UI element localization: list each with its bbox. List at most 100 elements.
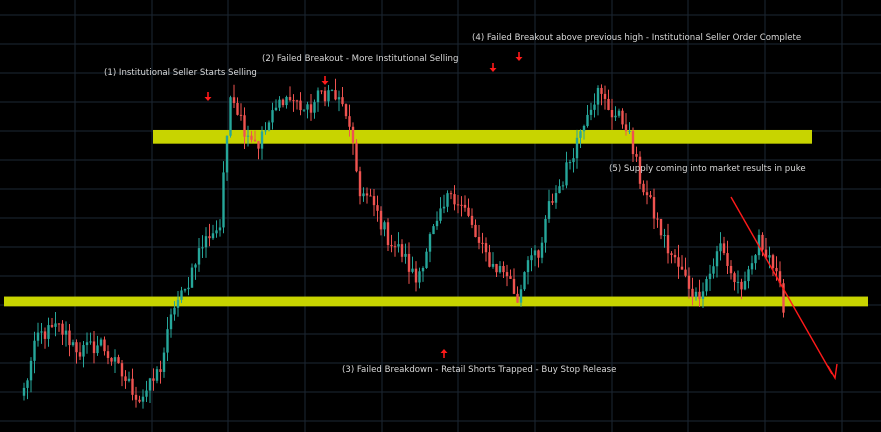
candle-80 [302,109,306,112]
candle-125 [460,196,463,217]
candle-body [383,222,386,230]
candle-body [239,114,243,116]
candle-body [141,396,145,402]
candle-73 [278,96,281,111]
candle-body [348,116,351,127]
candle-body [509,276,512,279]
candle-16 [78,342,82,360]
candle-21 [96,335,99,356]
candle-body [715,251,719,267]
candle-205 [740,278,743,300]
candle-114 [421,266,425,282]
candle-47 [187,277,190,296]
candle-body [533,250,537,256]
candle-body [740,281,743,290]
candle-17 [82,341,85,368]
candle-body [572,158,575,163]
candle-165 [600,84,603,106]
candle-104 [386,218,390,251]
candle-body [498,266,502,273]
candle-body [176,299,180,308]
candle-body [495,263,498,273]
candle-138 [505,264,509,287]
candle-body [309,104,313,113]
candle-127 [467,198,470,218]
candle-37 [152,368,155,391]
candle-body [64,330,68,335]
candle-body [334,90,337,100]
candle-body [537,250,540,258]
candle-46 [183,288,187,293]
candle-body [684,269,687,276]
candle-body [453,194,456,205]
candle-209 [754,254,757,270]
candle-body [40,331,43,333]
candle-body [369,195,372,197]
candle-103 [383,220,386,237]
candle-body [278,99,281,108]
candle-body [586,114,589,126]
candle-51 [201,235,204,259]
candle-body [680,266,684,270]
candle-body [547,201,551,219]
candle-152 [554,185,558,209]
candle-154 [561,181,565,191]
candle-146 [533,245,537,267]
candle-body [456,204,460,206]
annotation-1-arrow [204,92,212,101]
candle-60 [232,84,236,109]
candle-body [225,135,229,173]
candle-body [544,218,547,243]
candle-body [120,363,124,377]
candle-212 [764,238,768,259]
candle-body [729,265,733,274]
candle-14 [71,339,75,347]
candle-body [589,109,593,115]
candle-147 [537,249,540,268]
candle-70 [267,120,271,132]
candle-body [85,342,89,346]
candle-body [712,266,715,274]
candle-body [208,236,211,239]
candle-32 [134,386,138,408]
candle-54 [211,224,215,240]
zones [4,129,868,307]
candle-132 [484,237,488,262]
candle-198 [715,245,719,278]
candle-body [652,197,656,219]
candle-body [512,278,516,294]
candle-150 [547,189,551,223]
candle-163 [593,93,596,118]
candle-body [502,266,505,273]
candle-49 [194,263,197,280]
candle-26 [113,349,117,373]
candle-body [407,253,411,272]
candle-body [201,247,204,249]
candle-body [694,291,698,298]
candle-186 [673,249,677,264]
candle-body [782,283,785,313]
candle-body [750,263,754,270]
candle-body [460,204,463,206]
candle-41 [166,316,169,362]
candle-34 [141,389,145,409]
candle-body [505,272,509,277]
candle-69 [264,122,267,135]
candle-body [617,110,621,116]
candle-body [568,162,572,164]
candle-body [166,329,169,353]
candle-body [344,104,348,117]
candle-62 [239,103,243,121]
candle-body [743,281,747,290]
candle-106 [393,241,397,257]
candle-5 [40,323,43,344]
candle-76 [288,86,292,102]
candle-body [596,87,600,105]
candle-body [432,226,435,235]
candle-15 [75,339,78,364]
candle-144 [526,256,530,285]
candle-body [152,378,155,381]
candle-body [33,340,36,361]
candle-158 [575,129,579,169]
candle-body [463,204,467,208]
